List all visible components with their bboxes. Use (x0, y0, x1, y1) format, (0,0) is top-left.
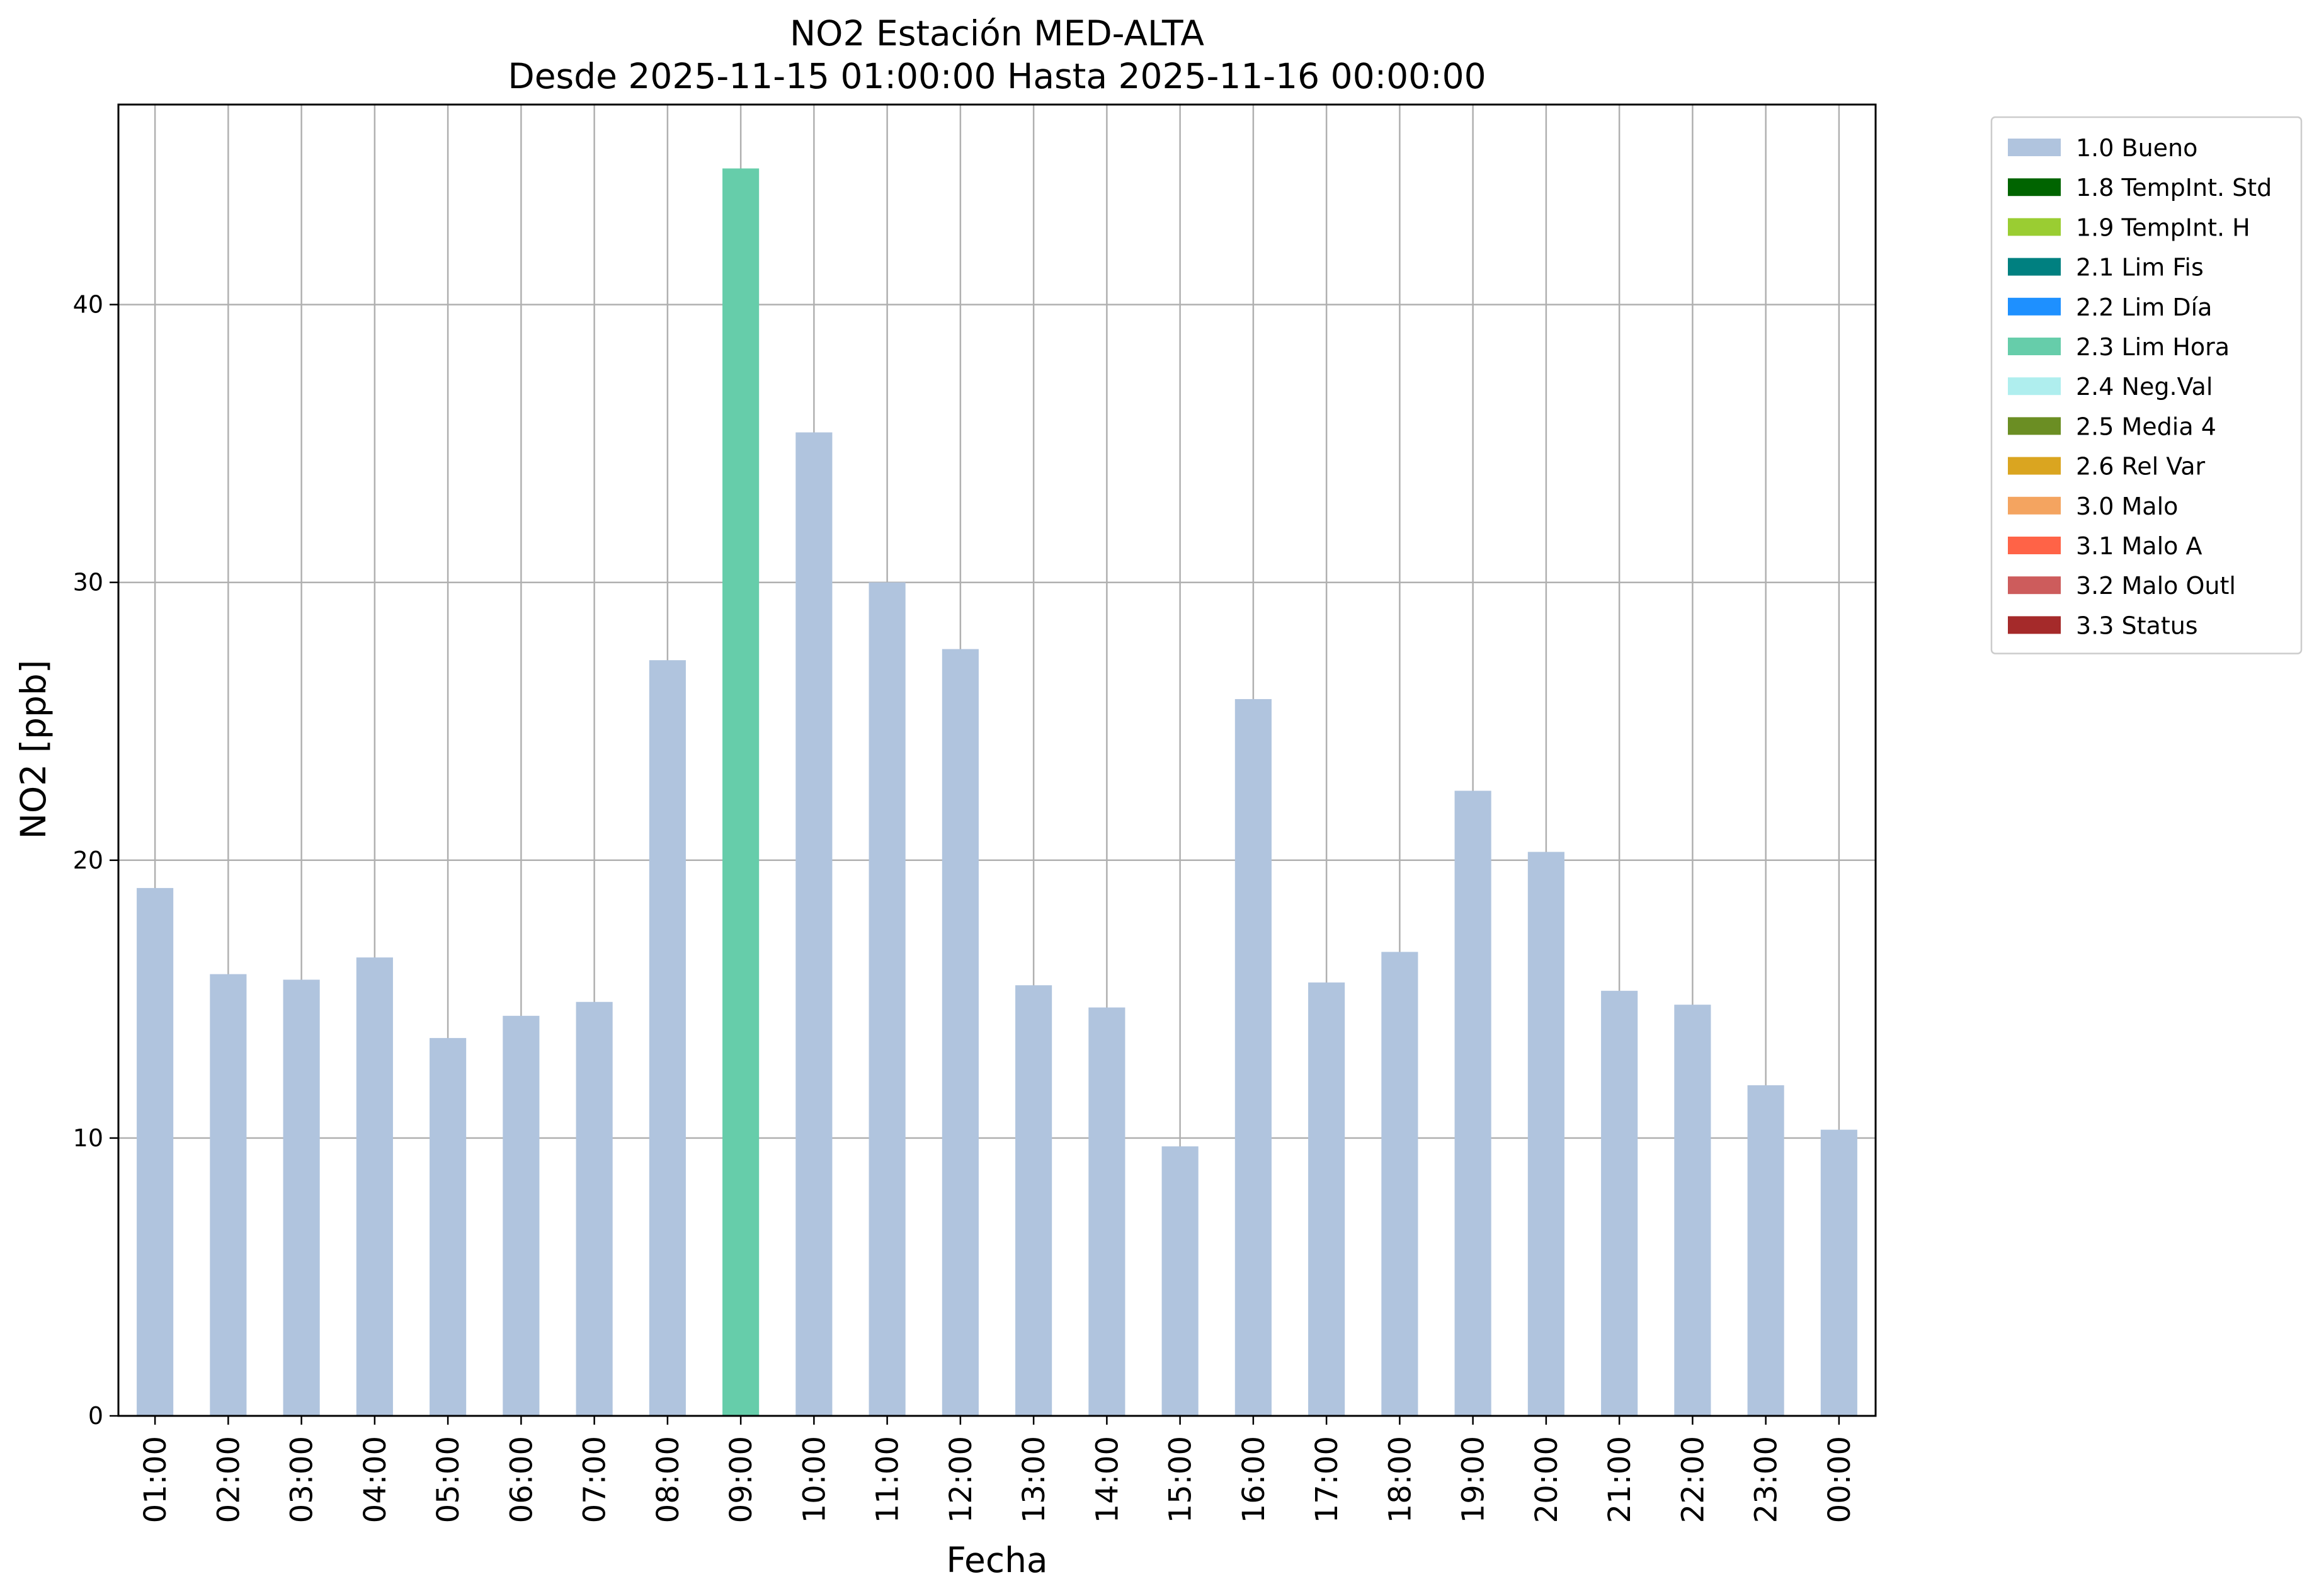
legend-swatch (2008, 218, 2061, 236)
x-tick-label: 22:00 (1675, 1436, 1711, 1523)
x-tick-label: 14:00 (1090, 1436, 1125, 1523)
legend-swatch (2008, 139, 2061, 156)
bar (869, 582, 906, 1416)
bar (795, 432, 833, 1416)
chart-subtitle: Desde 2025-11-15 01:00:00 Hasta 2025-11-… (508, 56, 1486, 96)
bar (356, 957, 393, 1416)
x-tick-label: 09:00 (724, 1436, 759, 1523)
legend-label: 2.1 Lim Fis (2076, 254, 2204, 282)
bars (137, 168, 1857, 1416)
legend-label: 3.1 Malo A (2076, 532, 2202, 560)
bar (576, 1001, 613, 1416)
x-tick-label: 12:00 (943, 1436, 979, 1523)
legend-swatch (2008, 377, 2061, 396)
bar (1674, 1005, 1711, 1416)
x-tick-label: 01:00 (138, 1436, 173, 1523)
legend-frame (1990, 116, 2303, 654)
x-tick-label: 19:00 (1456, 1436, 1491, 1523)
y-axis: 0 10 20 30 40 (73, 291, 118, 1430)
x-tick-label: 07:00 (578, 1436, 613, 1523)
bar (137, 887, 174, 1416)
legend-swatch (2008, 258, 2061, 276)
bar (1234, 698, 1272, 1416)
legend-swatch (2008, 496, 2061, 515)
bar (942, 649, 979, 1416)
x-tick-label: 03:00 (285, 1436, 320, 1523)
legend-swatch (2008, 417, 2061, 435)
y-tick-label: 40 (73, 291, 103, 319)
bar (1161, 1146, 1199, 1416)
x-tick-label: 11:00 (870, 1436, 906, 1523)
bar (649, 660, 686, 1416)
legend-label: 1.9 TempInt. H (2076, 214, 2250, 241)
chart-title: NO2 Estación MED-ALTA (790, 13, 1204, 54)
bar (1601, 991, 1638, 1416)
bar (283, 979, 320, 1416)
legend-swatch (2008, 616, 2061, 634)
legend-label: 2.4 Neg.Val (2076, 373, 2213, 401)
y-axis-label: NO2 [ppb] (13, 660, 54, 840)
x-tick-label: 13:00 (1017, 1436, 1052, 1523)
x-tick-label: 02:00 (211, 1436, 246, 1523)
legend-swatch (2008, 178, 2061, 197)
x-tick-label: 00:00 (1822, 1436, 1857, 1523)
y-tick-label: 10 (73, 1124, 103, 1152)
legend-label: 2.3 Lim Hora (2076, 333, 2230, 361)
x-tick-label: 05:00 (431, 1436, 466, 1523)
x-tick-label: 08:00 (651, 1436, 686, 1523)
legend-label: 2.6 Rel Var (2076, 453, 2206, 481)
bar (1820, 1129, 1857, 1416)
legend-label: 2.2 Lim Día (2076, 294, 2212, 321)
legend-swatch (2008, 537, 2061, 554)
bar (1747, 1085, 1784, 1416)
bar (1015, 985, 1052, 1416)
y-tick-label: 30 (73, 569, 103, 596)
x-tick-label: 10:00 (797, 1436, 832, 1523)
x-tick-label: 20:00 (1529, 1436, 1564, 1523)
bar (503, 1015, 540, 1416)
x-tick-label: 21:00 (1602, 1436, 1638, 1523)
x-tick-label: 23:00 (1749, 1436, 1784, 1523)
x-tick-label: 04:00 (358, 1436, 393, 1523)
legend-label: 3.2 Malo Outl (2076, 572, 2236, 600)
bar (1308, 982, 1345, 1416)
x-tick-label: 17:00 (1309, 1436, 1345, 1523)
bar (722, 168, 760, 1416)
x-tick-label: 16:00 (1236, 1436, 1272, 1523)
x-tick-label: 18:00 (1382, 1436, 1418, 1523)
y-tick-label: 20 (73, 846, 103, 874)
x-axis-label: Fecha (946, 1540, 1047, 1580)
legend: 1.0 Bueno 1.8 TempInt. Std 1.9 TempInt. H 2… (1990, 116, 2303, 654)
bar (1527, 852, 1564, 1416)
x-axis: 01:00 02:00 03:00 04:00 05:00 06:00 07:00 08:00… (138, 1416, 1857, 1523)
bar (430, 1038, 467, 1416)
x-tick-label: 15:00 (1163, 1436, 1199, 1523)
legend-swatch (2008, 297, 2061, 316)
plot-frame (117, 103, 1877, 1417)
legend-label: 2.5 Media 4 (2076, 413, 2216, 440)
bar (1381, 952, 1418, 1416)
legend-label: 3.3 Status (2076, 612, 2198, 639)
legend-label: 1.8 TempInt. Std (2076, 174, 2272, 202)
bar (1454, 790, 1491, 1416)
y-tick-label: 0 (88, 1402, 103, 1430)
bar (1088, 1007, 1125, 1416)
legend-swatch (2008, 457, 2061, 475)
bar (210, 974, 247, 1416)
legend-swatch (2008, 338, 2061, 355)
legend-label: 3.0 Malo (2076, 493, 2178, 520)
legend-swatch (2008, 576, 2061, 595)
legend-label: 1.0 Bueno (2076, 134, 2197, 162)
x-tick-label: 06:00 (504, 1436, 539, 1523)
